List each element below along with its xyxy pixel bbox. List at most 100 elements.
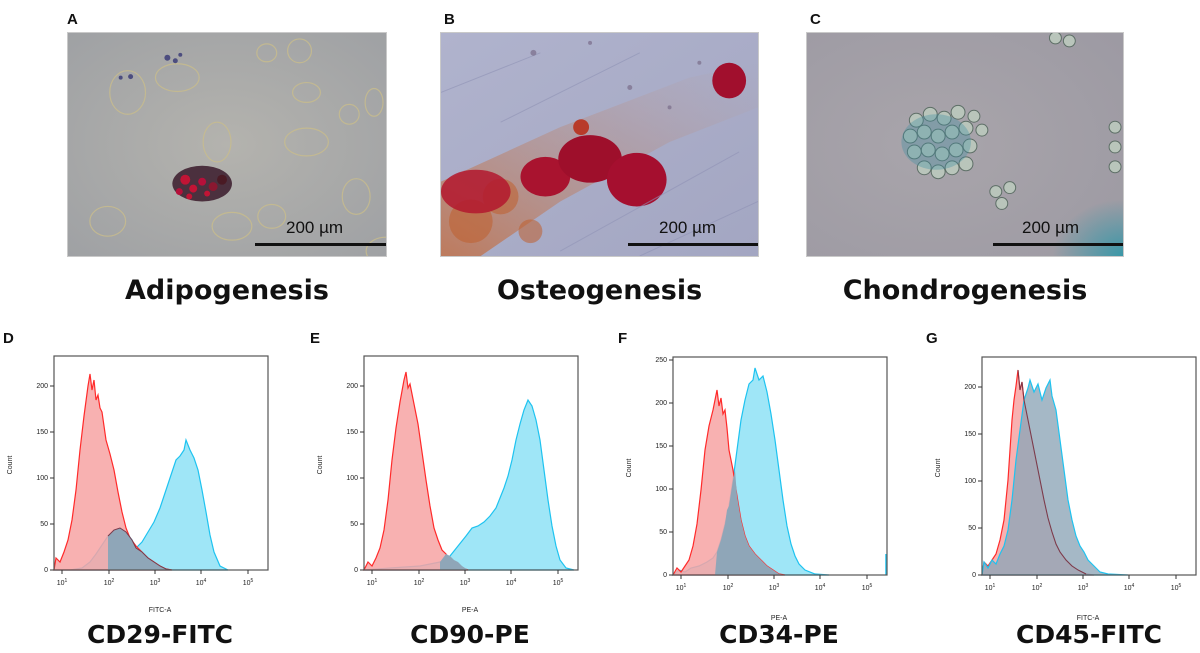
svg-text:200: 200: [346, 383, 358, 390]
y-axis-ticks: 0 50 100 150 200: [36, 383, 48, 574]
panel-label-g: G: [926, 330, 938, 347]
overlap-region: [715, 470, 785, 575]
plot-frame: [672, 356, 888, 576]
micrograph-adipogenesis: 200 µm: [67, 32, 387, 257]
y-axis-ticks: 0 50 100 150 200: [964, 384, 976, 579]
svg-text:103: 103: [769, 583, 780, 592]
scale-bar-a: [255, 243, 386, 246]
svg-text:0: 0: [354, 567, 358, 574]
svg-text:150: 150: [36, 429, 48, 436]
y-axis-ticks: 0 50 100 150 200: [346, 383, 358, 574]
svg-text:101: 101: [676, 583, 687, 592]
svg-text:103: 103: [460, 578, 471, 587]
y-axis-title: Count: [935, 459, 942, 478]
overlap-region: [108, 528, 172, 570]
svg-text:50: 50: [659, 529, 667, 536]
svg-text:200: 200: [655, 400, 667, 407]
micrograph-osteogenesis: 200 µm: [440, 32, 759, 257]
y-axis-title: Count: [7, 456, 14, 475]
svg-text:100: 100: [346, 475, 358, 482]
x-axis-title: PE-A: [771, 615, 788, 622]
sample-distribution-blue: [981, 377, 1129, 576]
histogram-cd29-plot: 0 50 100 150 200 101 102 103 104 105 Count FITC-…: [7, 355, 269, 614]
panel-label-b: B: [444, 11, 455, 28]
x-axis-ticks: 101 102 103 104 105: [57, 578, 254, 587]
y-axis-title: Count: [317, 456, 324, 475]
caption-cd29-fitc: CD29-FITC: [86, 620, 234, 649]
svg-text:104: 104: [815, 583, 826, 592]
svg-text:102: 102: [723, 583, 734, 592]
histogram-cd45-plot: 0 50 100 150 200 101 102 103 104 105 Count FITC-…: [935, 356, 1197, 622]
sample-distribution-blue: [363, 398, 575, 571]
svg-text:104: 104: [196, 578, 207, 587]
caption-adipogenesis: Adipogenesis: [125, 275, 329, 306]
svg-text:101: 101: [985, 583, 996, 592]
histogram-cd90-plot: 0 50 100 150 200 101 102 103 104 105 Count PE-A: [317, 355, 579, 614]
chondrocyte-cells-image: [807, 33, 1123, 256]
caption-cd90-pe: CD90-PE: [410, 620, 530, 649]
x-axis-title: FITC-A: [1077, 615, 1100, 622]
cell-cluster: [902, 33, 1122, 210]
svg-text:200: 200: [964, 384, 976, 391]
overlap-region: [440, 554, 468, 570]
histogram-cd45: 0 50 100 150 200 101 102 103 104 105 Count FITC-…: [928, 340, 1200, 622]
svg-text:105: 105: [243, 578, 254, 587]
svg-text:102: 102: [104, 578, 115, 587]
caption-cd34-pe: CD34-PE: [719, 620, 839, 649]
svg-text:200: 200: [36, 383, 48, 390]
y-axis-ticks: 0 50 100 150 200 250: [655, 357, 667, 579]
svg-text:150: 150: [964, 431, 976, 438]
caption-osteogenesis: Osteogenesis: [496, 275, 703, 306]
svg-text:101: 101: [57, 578, 68, 587]
svg-text:104: 104: [1124, 583, 1135, 592]
histogram-cd34: 0 50 100 150 200 250 101 102 103 104 105 Count PE…: [619, 340, 919, 622]
scale-bar-label-a: 200 µm: [286, 218, 344, 237]
caption-chondrogenesis: Chondrogenesis: [842, 275, 1088, 306]
panel-label-f: F: [618, 330, 628, 347]
svg-text:102: 102: [414, 578, 425, 587]
x-axis-ticks: 101 102 103 104 105: [367, 578, 564, 587]
adipocyte-cells-image: [68, 33, 386, 256]
svg-text:103: 103: [150, 578, 161, 587]
panel-label-c: C: [810, 11, 821, 28]
x-axis-ticks: 101 102 103 104 105: [985, 583, 1182, 592]
svg-text:103: 103: [1078, 583, 1089, 592]
svg-text:0: 0: [44, 567, 48, 574]
svg-text:0: 0: [663, 572, 667, 579]
plot-frame: [981, 356, 1197, 576]
histogram-cd90: 0 50 100 150 200 101 102 103 104 105 Count PE-A: [310, 340, 610, 614]
y-axis-title: Count: [626, 459, 633, 478]
panel-label-e: E: [310, 330, 321, 347]
control-distribution-red: [363, 371, 469, 571]
svg-text:102: 102: [1032, 583, 1043, 592]
svg-text:50: 50: [968, 525, 976, 532]
svg-text:105: 105: [1171, 583, 1182, 592]
scale-bar-c: [993, 243, 1123, 246]
svg-text:105: 105: [553, 578, 564, 587]
mineralized-nodules-image: [441, 33, 758, 256]
svg-text:104: 104: [506, 578, 517, 587]
scale-bar-b: [628, 243, 758, 246]
svg-text:250: 250: [655, 357, 667, 364]
svg-text:100: 100: [36, 475, 48, 482]
svg-text:150: 150: [346, 429, 358, 436]
svg-text:0: 0: [972, 572, 976, 579]
svg-text:50: 50: [40, 521, 48, 528]
panel-label-a: A: [67, 11, 78, 28]
histogram-cd34-plot: 0 50 100 150 200 250 101 102 103 104 105 Count PE…: [626, 356, 888, 622]
plot-frame: [363, 355, 579, 571]
svg-text:100: 100: [655, 486, 667, 493]
scale-bar-label-c: 200 µm: [1022, 218, 1080, 237]
x-axis-ticks: 101 102 103 104 105: [676, 583, 873, 592]
panel-label-d: D: [3, 330, 14, 347]
plot-frame: [53, 355, 269, 571]
micrograph-chondrogenesis: 200 µm: [806, 32, 1124, 257]
svg-text:50: 50: [350, 521, 358, 528]
lipid-droplet-cluster: [172, 165, 232, 202]
histogram-cd29: 0 50 100 150 200 101 102 103 104 105 Count FITC-…: [0, 340, 300, 614]
x-axis-title: PE-A: [462, 607, 479, 614]
svg-text:105: 105: [862, 583, 873, 592]
svg-text:150: 150: [655, 443, 667, 450]
calcium-deposits: [441, 62, 747, 214]
scale-bar-label-b: 200 µm: [659, 218, 717, 237]
